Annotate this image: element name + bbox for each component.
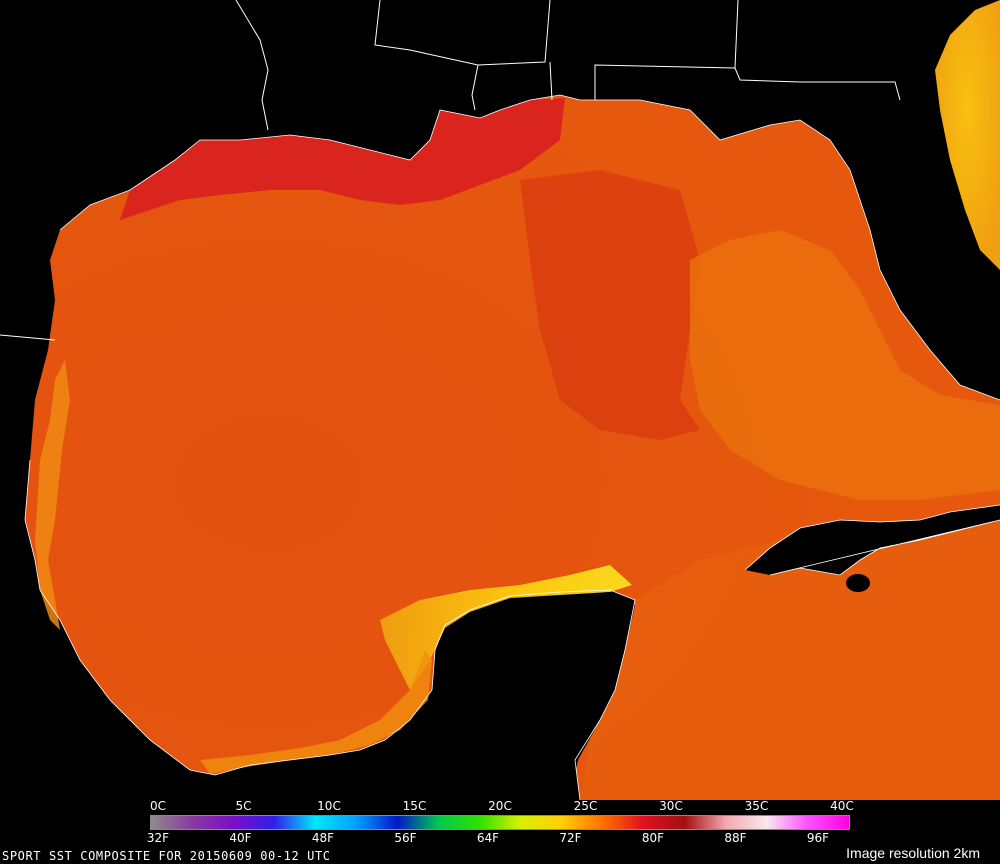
loop-current: [690, 230, 1000, 500]
florida-peninsula: [700, 0, 1000, 395]
state-borders: [0, 0, 901, 341]
fahrenheit-tick-label: 48F: [311, 831, 335, 845]
celsius-tick-label: 30C: [659, 799, 683, 813]
isle-of-youth: [846, 574, 870, 592]
mexico-land-south: [0, 530, 220, 800]
northern-warm-shelf: [120, 98, 565, 220]
celsius-tick-label: 35C: [744, 799, 769, 813]
yucatan-peninsula: [420, 592, 635, 800]
texas-coastal-strip: [35, 360, 70, 630]
celsius-tick-label: 15C: [402, 799, 427, 813]
fahrenheit-tick-label: 56F: [394, 831, 417, 845]
yucatan-upwelling: [380, 565, 632, 690]
fahrenheit-tick-label: 72F: [559, 831, 582, 845]
celsius-tick-label: 10C: [317, 799, 341, 813]
texas-land: [0, 0, 420, 520]
celsius-tick-label: 0C: [149, 799, 167, 813]
resolution-label: Image resolution 2km: [846, 845, 980, 861]
atlantic-water: [935, 0, 1000, 270]
color-scale-bar: [150, 815, 850, 830]
cuba-island: [745, 505, 1000, 575]
mexico-coastline: [24, 459, 636, 800]
celsius-tick-label: 5C: [235, 799, 252, 813]
fahrenheit-tick-label: 96F: [806, 831, 830, 845]
louisiana-land: [260, 0, 750, 150]
celsius-tick-label: 20C: [488, 799, 512, 813]
caribbean-water: [580, 515, 1000, 800]
celsius-tick-label: 25C: [573, 799, 598, 813]
fahrenheit-tick-label: 80F: [641, 831, 665, 845]
central-warm-band: [520, 170, 700, 440]
sst-map: [0, 0, 1000, 800]
cuba-coastline: [744, 504, 1000, 576]
fahrenheit-tick-label: 40F: [229, 831, 252, 845]
celsius-tick-label: 40C: [830, 799, 854, 813]
fahrenheit-tick-label: 88F: [724, 831, 747, 845]
composite-caption: SPORT SST COMPOSITE FOR 20150609 00-12 U…: [2, 849, 331, 863]
fahrenheit-tick-label: 32F: [146, 831, 170, 845]
mexico-coastal-strip: [200, 650, 432, 774]
gulf-coastline: [59, 94, 1000, 401]
fahrenheit-tick-label: 64F: [476, 831, 500, 845]
